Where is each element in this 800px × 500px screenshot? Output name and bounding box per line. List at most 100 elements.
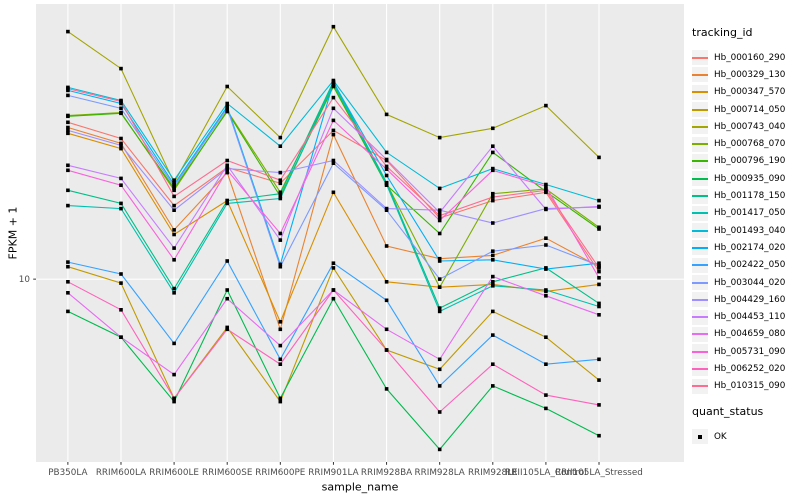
data-point: [331, 95, 336, 100]
data-point: [437, 259, 442, 263]
data-point: [172, 208, 176, 212]
legend-item: Hb_010315_090: [692, 378, 800, 395]
data-point: [491, 191, 495, 196]
legend-item-label: Hb_000768_070: [714, 139, 786, 150]
data-point: [384, 348, 389, 352]
data-point: [225, 163, 229, 168]
plot-panel: [36, 4, 684, 462]
data-point: [331, 296, 336, 301]
legend-key-line-icon: [692, 136, 708, 152]
data-point: [225, 109, 229, 114]
data-point: [66, 125, 70, 130]
legend-item: Hb_000329_130: [692, 66, 800, 83]
data-point: [544, 182, 548, 187]
quant-legend-item-label: OK: [714, 431, 727, 442]
data-point: [66, 188, 70, 193]
data-point: [384, 182, 389, 187]
y-tick-label: 10: [19, 275, 31, 285]
legend-item-label: Hb_001417_050: [714, 208, 786, 219]
data-point: [278, 343, 283, 348]
data-point: [225, 158, 229, 163]
data-point: [119, 206, 123, 211]
data-point: [597, 155, 601, 160]
data-point: [331, 190, 336, 195]
data-point: [172, 232, 176, 237]
data-point: [119, 308, 123, 312]
data-point: [437, 213, 442, 218]
data-point: [331, 106, 336, 111]
data-point: [172, 203, 176, 208]
data-point: [278, 196, 283, 201]
data-point: [278, 320, 283, 324]
legend-key-line-icon: [692, 188, 708, 204]
data-point: [384, 167, 389, 171]
data-point: [331, 288, 336, 292]
legend-item-label: Hb_000935_090: [714, 173, 786, 184]
data-point: [172, 188, 176, 193]
legend-item-label: Hb_001178_150: [714, 191, 786, 202]
data-point: [544, 294, 548, 298]
data-point: [119, 201, 123, 206]
data-point: [384, 244, 389, 248]
data-point: [66, 86, 70, 91]
data-point: [331, 158, 336, 163]
quant-legend-item: OK: [692, 428, 800, 445]
data-point: [331, 78, 336, 83]
data-point: [225, 327, 229, 332]
data-point: [225, 84, 229, 89]
legend-key-line-icon: [692, 240, 708, 256]
data-point: [437, 210, 442, 215]
data-point: [278, 327, 283, 332]
data-point: [597, 261, 601, 265]
data-point: [437, 357, 442, 362]
data-point: [437, 277, 442, 281]
data-point: [172, 258, 176, 262]
data-point: [491, 221, 495, 225]
data-point: [278, 262, 283, 267]
data-point: [66, 260, 70, 264]
legend-key-line-icon: [692, 119, 708, 135]
data-point: [491, 253, 495, 258]
legend-items: Hb_000160_290 Hb_000329_130 Hb_000347_570 H…: [692, 49, 800, 395]
x-tick-label: PB350LA: [48, 468, 87, 478]
legend-item: Hb_004659_080: [692, 326, 800, 343]
legend-key-line-icon: [692, 257, 708, 273]
legend-item: Hb_000160_290: [692, 49, 800, 66]
data-point: [437, 306, 442, 310]
data-point: [437, 208, 442, 212]
legend-key-line-icon: [692, 67, 708, 83]
data-point: [437, 256, 442, 261]
data-point: [172, 228, 176, 232]
legend-item-label: Hb_003044_020: [714, 277, 786, 288]
data-point: [331, 80, 336, 85]
data-point: [491, 284, 495, 288]
data-point: [66, 280, 70, 284]
x-axis-title: sample_name: [321, 480, 399, 494]
data-point: [597, 403, 601, 407]
data-point: [172, 182, 176, 187]
data-point: [437, 135, 442, 140]
data-point: [172, 184, 176, 189]
data-point: [278, 194, 283, 199]
legend-item-label: Hb_006252_020: [714, 363, 786, 374]
data-point: [278, 191, 283, 196]
x-tick-label: RRIM600PE: [255, 468, 305, 478]
data-point: [66, 163, 70, 168]
data-point: [225, 106, 229, 111]
legend-item: Hb_002174_020: [692, 239, 800, 256]
data-point: [597, 357, 601, 362]
data-point: [278, 399, 283, 404]
data-point: [597, 304, 601, 309]
data-point: [331, 261, 336, 265]
data-point: [331, 132, 336, 137]
legend-item-label: Hb_000329_130: [714, 69, 786, 80]
data-point: [119, 136, 123, 141]
data-point: [384, 298, 389, 303]
data-point: [119, 183, 123, 187]
data-point: [491, 258, 495, 262]
data-point: [544, 288, 548, 292]
data-point: [119, 101, 123, 106]
legend-item: Hb_006252_020: [692, 360, 800, 377]
legend-item-label: Hb_004453_110: [714, 312, 786, 323]
